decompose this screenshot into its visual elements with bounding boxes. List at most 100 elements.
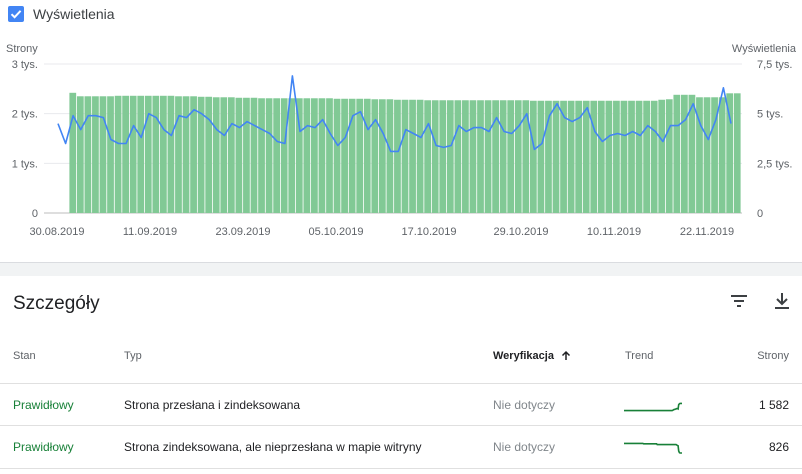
bar-pages [507,100,515,213]
right-axis-title: Wyświetlenia [731,43,796,55]
bar-pages [235,97,243,213]
bar-pages [348,98,356,213]
bar-pages [280,98,288,213]
x-axis-tick-label: 10.11.2019 [587,226,641,238]
status-cell: Prawidłowy [13,398,74,412]
bar-pages [567,100,575,213]
bar-pages [99,96,107,213]
details-card: Szczegóły Stan Typ Weryfikacja Trend Str… [0,276,802,474]
bar-pages [680,94,688,213]
status-cell: Prawidłowy [13,440,74,454]
checkbox-checked-icon[interactable] [8,6,24,22]
left-axis-title: Strony [6,43,38,55]
bar-pages [220,97,228,213]
bar-pages [560,100,567,213]
bar-pages [129,95,137,213]
bar-pages [605,100,613,213]
line-views [57,75,732,153]
bar-pages [545,100,552,213]
column-header-weryfikacja[interactable]: Weryfikacja [493,350,572,362]
arrow-up-icon [561,350,570,360]
bar-pages [378,99,386,213]
bar-pages [696,97,703,213]
validation-cell: Nie dotyczy [493,398,556,412]
bar-pages [250,97,258,213]
bar-pages [212,97,220,213]
bar-pages [326,98,333,213]
bar-pages [295,98,303,213]
bar-pages [182,96,190,213]
bar-pages [673,94,681,213]
bar-pages [175,96,182,213]
bar-pages [394,99,401,213]
left-axis-tick-label: 3 tys. [12,59,38,71]
left-axis-tick-label: 1 tys. [12,158,38,170]
bar-pages [144,95,152,213]
bar-pages [424,100,432,213]
bar-pages [469,100,477,213]
trend-line [624,442,682,454]
column-header-typ[interactable]: Typ [124,350,142,362]
left-axis-tick-label: 2 tys. [12,109,38,121]
bar-pages [122,95,130,213]
table-row[interactable]: Prawidłowy Strona zindeksowana, ale niep… [0,425,802,469]
bar-pages [137,95,145,213]
table-row[interactable]: Prawidłowy Strona przesłana i zindeksowa… [0,383,802,426]
pages-cell: 826 [768,440,789,454]
bar-pages [620,100,628,213]
bar-pages [635,100,643,213]
trend-line [624,402,682,412]
bar-pages [431,100,439,213]
bar-pages [597,100,605,213]
legend-toggle-views[interactable]: Wyświetlenia [8,4,115,24]
column-header-stan[interactable]: Stan [13,350,36,362]
bar-pages [537,100,545,213]
right-axis-tick-label: 7,5 tys. [757,59,792,71]
details-title: Szczegóły [13,293,100,314]
bar-pages [499,100,507,213]
bar-pages [386,99,394,213]
column-header-weryfikacja-label: Weryfikacja [493,350,554,362]
x-axis-tick-label: 30.08.2019 [29,226,84,238]
bar-pages [665,99,673,213]
bar-pages [454,100,462,213]
bar-pages [273,98,281,213]
filter-icon[interactable] [727,289,751,313]
trend-sparkline [624,442,682,454]
x-axis-tick-label: 23.09.2019 [215,226,270,238]
left-axis-tick-label: 0 [32,208,38,220]
download-icon[interactable] [770,289,794,313]
bar-pages [529,100,537,213]
bar-pages [514,100,522,213]
performance-chart-panel: Wyświetlenia Strony Wyświetlenia 0 0 1 tys… [6,4,796,238]
validation-cell: Nie dotyczy [493,440,556,454]
bar-pages [333,98,341,213]
bar-pages [643,100,650,213]
type-cell: Strona przesłana i zindeksowana [124,398,301,412]
bar-pages [477,100,484,213]
column-header-strony[interactable]: Strony [757,350,789,362]
x-axis-tick-label: 22.11.2019 [680,226,734,238]
bar-pages [197,96,205,213]
x-axis-tick-label: 17.10.2019 [401,226,456,238]
bar-pages [582,100,590,213]
bar-pages [190,96,197,213]
bar-pages [439,100,447,213]
bar-pages [288,98,296,213]
bar-pages [356,98,364,213]
right-axis-tick-label: 0 [757,208,763,220]
bar-pages [688,94,696,213]
column-header-trend[interactable]: Trend [625,350,654,362]
bar-pages [371,99,379,213]
bar-pages [92,96,99,213]
bar-pages [363,98,371,213]
bar-pages [401,99,409,213]
bar-pages [703,97,711,213]
bar-pages [227,97,235,213]
bar-pages [416,99,424,213]
right-axis-tick-label: 5 tys. [757,109,783,121]
trend-sparkline [624,402,682,412]
bar-pages [409,99,416,213]
bar-pages [311,98,318,213]
bar-pages [341,98,348,213]
